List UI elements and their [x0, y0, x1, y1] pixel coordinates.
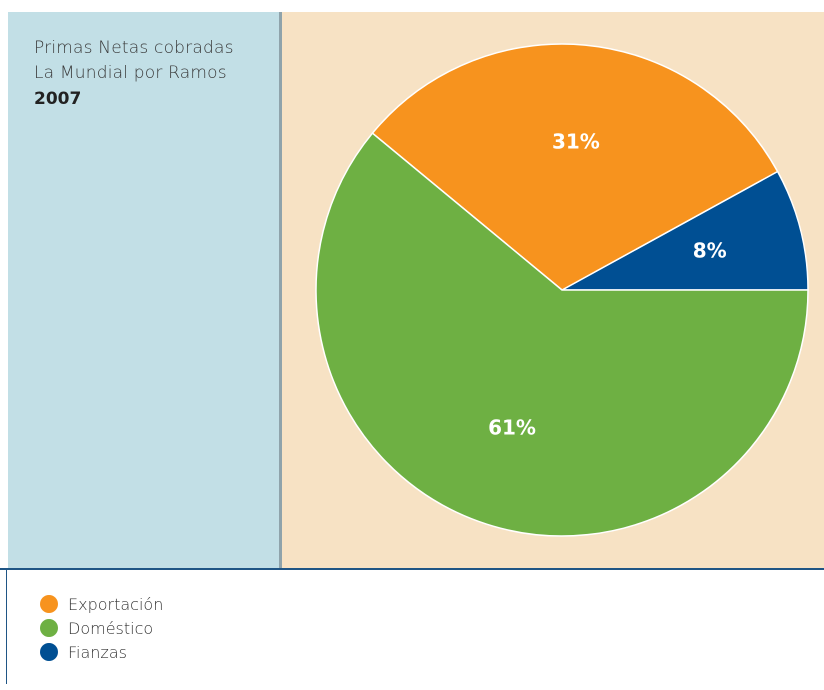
legend-divider: [0, 568, 824, 570]
title-line-2: La Mundial por Ramos: [34, 63, 227, 83]
chart-title: Primas Netas cobradas La Mundial por Ram…: [34, 36, 234, 112]
legend-swatch: [40, 595, 58, 613]
legend-swatch: [40, 643, 58, 661]
legend: Exportación Doméstico Fianzas: [40, 592, 163, 664]
legend-item-domestico: Doméstico: [40, 616, 163, 640]
title-year: 2007: [34, 89, 82, 109]
slice-label: 61%: [488, 415, 536, 439]
pie-slice-domestico: [315, 132, 809, 537]
legend-left-rule: [6, 570, 7, 684]
title-panel: [8, 12, 279, 568]
pie-chart: 8% 31% 61%: [315, 43, 809, 537]
legend-label: Fianzas: [68, 642, 127, 662]
legend-label: Doméstico: [68, 618, 154, 638]
legend-swatch: [40, 619, 58, 637]
legend-label: Exportación: [68, 594, 164, 614]
title-line-1: Primas Netas cobradas: [34, 38, 234, 58]
slice-label: 8%: [693, 239, 727, 263]
pie-slice-exportacion: [371, 43, 779, 291]
legend-item-fianzas: Fianzas: [40, 640, 163, 664]
slice-label: 31%: [552, 130, 600, 154]
legend-item-exportacion: Exportación: [40, 592, 163, 616]
pie-slice-fianzas: [561, 170, 809, 291]
